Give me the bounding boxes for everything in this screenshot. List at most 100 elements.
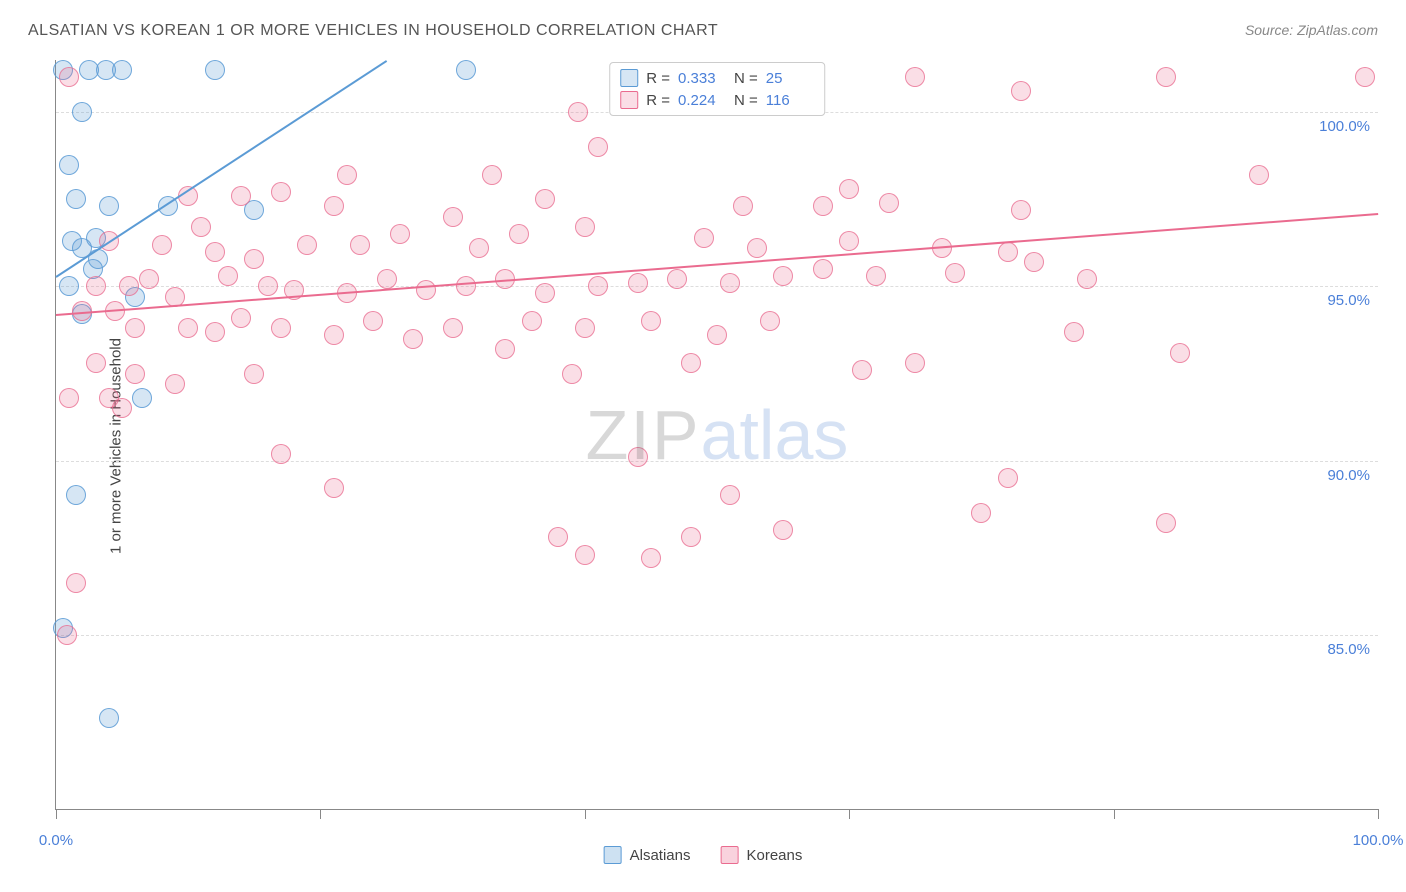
series-legend: Alsatians Koreans <box>604 846 803 864</box>
data-point <box>125 364 145 384</box>
data-point <box>813 196 833 216</box>
data-point <box>998 468 1018 488</box>
legend-row-alsatians: R = 0.333 N = 25 <box>620 67 814 89</box>
data-point <box>456 60 476 80</box>
data-point <box>588 276 608 296</box>
data-point <box>297 235 317 255</box>
data-point <box>839 231 859 251</box>
data-point <box>271 444 291 464</box>
data-point <box>244 364 264 384</box>
data-point <box>350 235 370 255</box>
data-point <box>59 67 79 87</box>
data-point <box>324 196 344 216</box>
data-point <box>178 318 198 338</box>
data-point <box>390 224 410 244</box>
source-attribution: Source: ZipAtlas.com <box>1245 22 1378 38</box>
data-point <box>443 207 463 227</box>
data-point <box>641 548 661 568</box>
x-tick <box>849 809 850 819</box>
data-point <box>1355 67 1375 87</box>
data-point <box>86 353 106 373</box>
y-tick-label: 85.0% <box>1327 641 1370 658</box>
data-point <box>998 242 1018 262</box>
data-point <box>416 280 436 300</box>
legend-row-koreans: R = 0.224 N = 116 <box>620 89 814 111</box>
data-point <box>244 249 264 269</box>
data-point <box>522 311 542 331</box>
data-point <box>139 269 159 289</box>
data-point <box>1024 252 1044 272</box>
swatch-icon <box>604 846 622 864</box>
x-tick <box>320 809 321 819</box>
data-point <box>112 60 132 80</box>
data-point <box>1156 67 1176 87</box>
data-point <box>119 276 139 296</box>
data-point <box>575 318 595 338</box>
data-point <box>720 485 740 505</box>
data-point <box>1170 343 1190 363</box>
n-label: N = <box>734 92 758 109</box>
data-point <box>720 273 740 293</box>
data-point <box>218 266 238 286</box>
r-label: R = <box>646 92 670 109</box>
data-point <box>535 189 555 209</box>
legend-label: Alsatians <box>630 847 691 864</box>
swatch-icon <box>620 69 638 87</box>
x-tick <box>585 809 586 819</box>
swatch-icon <box>721 846 739 864</box>
data-point <box>469 238 489 258</box>
data-point <box>568 102 588 122</box>
data-point <box>443 318 463 338</box>
data-point <box>905 353 925 373</box>
legend-item-koreans: Koreans <box>721 846 803 864</box>
data-point <box>733 196 753 216</box>
data-point <box>59 388 79 408</box>
watermark-part2: atlas <box>701 396 849 474</box>
data-point <box>495 339 515 359</box>
data-point <box>66 573 86 593</box>
data-point <box>231 308 251 328</box>
data-point <box>773 520 793 540</box>
data-point <box>59 155 79 175</box>
x-tick-label: 0.0% <box>39 832 73 849</box>
data-point <box>72 102 92 122</box>
data-point <box>258 276 278 296</box>
y-tick-label: 90.0% <box>1327 467 1370 484</box>
plot-area: ZIPatlas R = 0.333 N = 25 R = 0.224 N = … <box>55 60 1378 810</box>
data-point <box>324 325 344 345</box>
data-point <box>575 217 595 237</box>
data-point <box>57 625 77 645</box>
x-tick <box>1114 809 1115 819</box>
data-point <box>363 311 383 331</box>
data-point <box>337 165 357 185</box>
data-point <box>694 228 714 248</box>
data-point <box>66 485 86 505</box>
y-tick-label: 95.0% <box>1327 292 1370 309</box>
data-point <box>760 311 780 331</box>
y-tick-label: 100.0% <box>1319 118 1370 135</box>
data-point <box>1249 165 1269 185</box>
x-tick <box>1378 809 1379 819</box>
data-point <box>773 266 793 286</box>
data-point <box>165 374 185 394</box>
data-point <box>575 545 595 565</box>
data-point <box>324 478 344 498</box>
data-point <box>945 263 965 283</box>
data-point <box>132 388 152 408</box>
data-point <box>482 165 502 185</box>
chart-title: ALSATIAN VS KOREAN 1 OR MORE VEHICLES IN… <box>28 22 718 40</box>
n-value: 25 <box>766 70 814 87</box>
n-value: 116 <box>766 92 814 109</box>
grid-line <box>56 461 1378 462</box>
legend-item-alsatians: Alsatians <box>604 846 691 864</box>
grid-line <box>56 286 1378 287</box>
data-point <box>681 353 701 373</box>
swatch-icon <box>620 91 638 109</box>
grid-line <box>56 635 1378 636</box>
data-point <box>839 179 859 199</box>
data-point <box>456 276 476 296</box>
r-value: 0.333 <box>678 70 726 87</box>
x-tick <box>56 809 57 819</box>
data-point <box>866 266 886 286</box>
data-point <box>59 276 79 296</box>
